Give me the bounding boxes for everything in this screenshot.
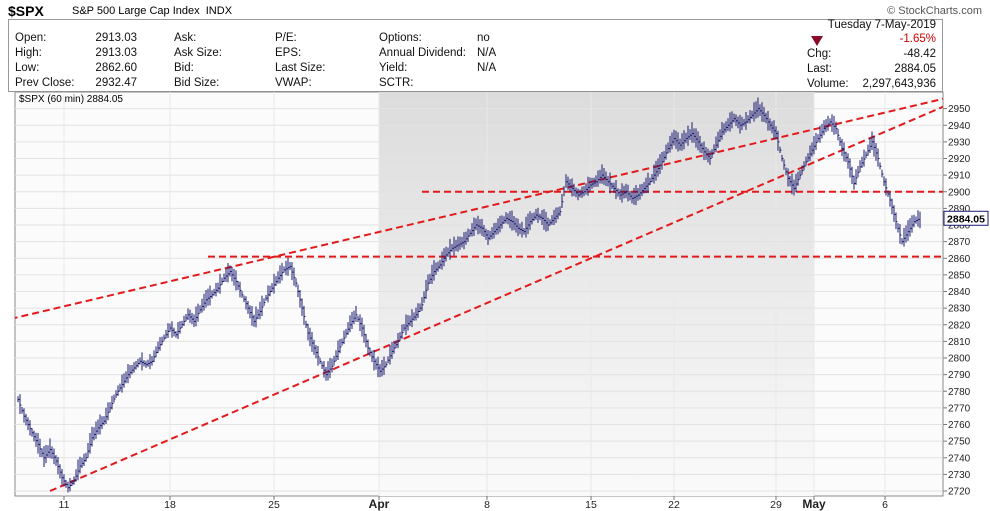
vwap-label: VWAP: <box>275 77 312 89</box>
sctr-label: SCTR: <box>379 77 414 89</box>
chg-value: -48.42 <box>903 48 936 60</box>
last-size-label: Last Size: <box>275 62 326 74</box>
y-tick-label: 2870 <box>948 237 971 248</box>
x-tick-label: 6 <box>882 499 888 511</box>
prev-close-value: 2932.47 <box>95 77 137 89</box>
x-tick-label: May <box>802 497 826 511</box>
chg-label: Chg: <box>807 48 832 60</box>
volume-value: 2,297,643,936 <box>862 78 936 90</box>
y-tick-label: 2880 <box>948 221 971 232</box>
exchange-label: INDX <box>205 5 233 17</box>
low-label: Low: <box>15 62 40 74</box>
pct-change-value: -1.65% <box>899 33 936 45</box>
down-arrow-icon <box>811 36 823 46</box>
options-value: no <box>477 32 490 44</box>
open-value: 2913.03 <box>95 32 137 44</box>
y-tick-label: 2820 <box>948 320 971 331</box>
quote-panel: Open: 2913.03 High: 2913.03 Low: 2862.60… <box>8 19 943 92</box>
high-label: High: <box>15 47 42 59</box>
y-tick-label: 2810 <box>948 337 971 348</box>
x-tick-label: 8 <box>484 499 490 511</box>
y-tick-label: 2780 <box>948 387 971 398</box>
x-tick-label: 15 <box>585 499 597 511</box>
symbol-description: S&P 500 Large Cap Index INDX <box>72 5 232 17</box>
pe-label: P/E: <box>275 32 297 44</box>
last-price-badge: 2884.05 <box>943 210 989 226</box>
last-price-label: 2884.05 <box>947 213 985 225</box>
y-tick-label: 2720 <box>948 487 971 498</box>
y-tick-label: 2830 <box>948 304 971 315</box>
y-tick-label: 2920 <box>948 154 971 165</box>
annual-dividend-value: N/A <box>477 47 497 59</box>
y-tick-label: 2930 <box>948 137 971 148</box>
eps-label: EPS: <box>275 47 302 59</box>
y-tick-label: 2840 <box>948 287 971 298</box>
april-shading <box>379 92 814 496</box>
ask-label: Ask: <box>174 32 197 44</box>
x-tick-label: 22 <box>668 499 680 511</box>
y-tick-label: 2900 <box>948 187 971 198</box>
x-tick-label: Apr <box>369 497 390 511</box>
chart-legend: $SPX (60 min) 2884.05 <box>19 94 123 105</box>
annual-dividend-label: Annual Dividend: <box>379 47 466 59</box>
y-tick-label: 2850 <box>948 270 971 281</box>
y-tick-label: 2890 <box>948 204 971 215</box>
y-tick-label: 2730 <box>948 470 971 481</box>
y-tick-label: 2760 <box>948 420 971 431</box>
y-tick-label: 2740 <box>948 453 971 464</box>
yield-value: N/A <box>477 62 497 74</box>
y-tick-label: 2770 <box>948 403 971 414</box>
last-price-box <box>943 210 989 226</box>
symbol-title: $SPX <box>8 3 44 19</box>
x-tick-label: 29 <box>770 499 782 511</box>
symbol-name: S&P 500 Large Cap Index <box>72 5 200 17</box>
open-label: Open: <box>15 32 47 44</box>
prev-close-label: Prev Close: <box>15 77 75 89</box>
y-tick-label: 2860 <box>948 254 971 265</box>
high-value: 2913.03 <box>95 47 137 59</box>
x-tick-label: 25 <box>268 499 280 511</box>
y-tick-label: 2950 <box>948 104 971 115</box>
x-tick-label: 18 <box>164 499 176 511</box>
copyright-label: © StockCharts.com <box>887 5 982 17</box>
y-tick-label: 2800 <box>948 354 971 365</box>
low-value: 2862.60 <box>95 62 137 74</box>
y-tick-label: 2750 <box>948 437 971 448</box>
y-tick-label: 2940 <box>948 121 971 132</box>
last-value: 2884.05 <box>894 63 936 75</box>
yield-label: Yield: <box>379 62 408 74</box>
trendline <box>15 97 943 319</box>
ask-size-label: Ask Size: <box>174 47 222 59</box>
options-label: Options: <box>379 32 422 44</box>
bid-label: Bid: <box>174 62 194 74</box>
volume-label: Volume: <box>807 78 849 90</box>
x-tick-label: 11 <box>59 499 70 511</box>
y-tick-label: 2910 <box>948 171 971 182</box>
quote-date: Tuesday 7-May-2019 <box>827 19 936 31</box>
bid-size-label: Bid Size: <box>174 77 220 89</box>
last-label: Last: <box>807 63 832 75</box>
y-tick-label: 2790 <box>948 370 971 381</box>
